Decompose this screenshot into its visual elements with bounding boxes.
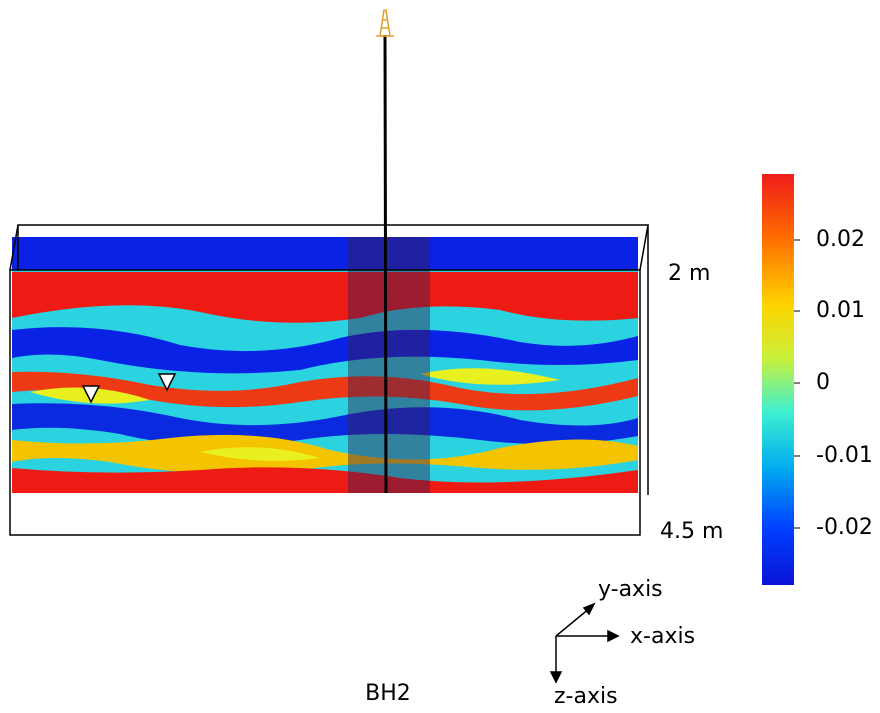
radar-image [12, 237, 638, 493]
marker [81, 385, 101, 404]
axis-label: z-axis [554, 684, 618, 709]
colorbar-label: -0.01 [816, 443, 873, 468]
marker [157, 373, 177, 392]
colorbar-label: 0.01 [816, 298, 865, 323]
colorbar-ticks [794, 239, 800, 529]
borehole-label: BH2 [365, 681, 411, 706]
colorbar-label: 0.02 [816, 227, 865, 252]
volume-box [9, 224, 649, 536]
axis-label: x-axis [630, 624, 695, 649]
borehole-zone [348, 237, 430, 493]
colorbar-label: -0.02 [816, 515, 873, 540]
depth-label: 4.5 m [660, 519, 723, 544]
colorbar-label: 0 [816, 370, 830, 395]
depth-label: 2 m [668, 261, 710, 286]
rig-icon [376, 9, 394, 37]
axis-label: y-axis [598, 577, 663, 602]
axis-triad [549, 602, 620, 684]
borehole-line [383, 34, 388, 494]
colorbar [762, 174, 794, 585]
